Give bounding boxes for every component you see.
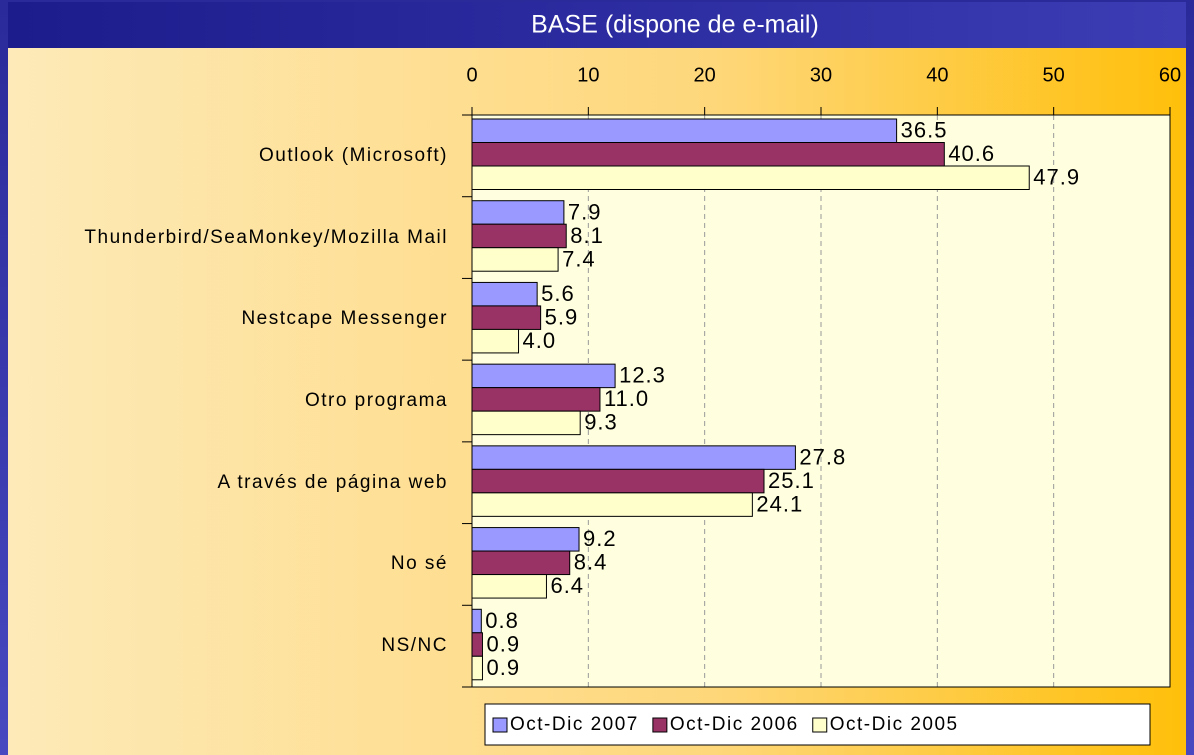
title-bar: [8, 2, 1186, 48]
category-label: Outlook (Microsoft): [259, 144, 448, 166]
legend-swatch: [812, 717, 828, 733]
legend-swatch: [492, 717, 508, 733]
legend-label: Oct-Dic 2005: [830, 714, 959, 735]
value-label: 8.1: [570, 223, 604, 248]
category-label: Thunderbird/SeaMonkey/Mozilla Mail: [84, 226, 448, 248]
value-label: 9.3: [584, 410, 618, 435]
value-label: 5.9: [545, 304, 579, 329]
value-label: 9.2: [583, 526, 617, 551]
bar: [471, 165, 1030, 190]
value-label: 0.9: [486, 655, 520, 680]
category-label: Otro programa: [304, 390, 448, 411]
value-label: 47.9: [1033, 165, 1080, 190]
bar: [471, 608, 482, 634]
value-label: 5.6: [541, 281, 575, 306]
x-tick-label: 10: [577, 64, 599, 86]
bar: [471, 574, 547, 599]
x-tick-label: 60: [1159, 64, 1181, 86]
x-tick-label: 50: [1043, 64, 1065, 86]
bar: [471, 410, 581, 436]
value-label: 7.9: [568, 199, 602, 224]
value-label: 6.4: [550, 573, 584, 598]
category-label: No sé: [390, 553, 448, 575]
category-label: NS/NC: [381, 635, 448, 657]
chart-title: BASE (dispone de e-mail): [531, 11, 819, 39]
legend-label: Oct-Dic 2006: [670, 714, 799, 735]
value-label: 27.8: [799, 444, 846, 469]
value-label: 25.1: [768, 468, 815, 493]
value-label: 36.5: [901, 118, 948, 143]
bar: [471, 492, 753, 517]
bar: [471, 247, 559, 272]
x-tick-label: 30: [810, 64, 832, 86]
bar: [471, 468, 765, 494]
value-label: 24.1: [756, 491, 803, 516]
x-tick-label: 20: [694, 64, 716, 86]
bar: [471, 200, 565, 225]
value-label: 4.0: [523, 328, 557, 353]
bar: [471, 305, 542, 330]
bar: [471, 527, 580, 552]
bar: [471, 632, 483, 657]
category-label: Nestcape Messenger: [241, 308, 448, 330]
category-label: A través de página web: [217, 471, 448, 493]
bar: [471, 281, 538, 307]
bar: [471, 142, 945, 167]
bar: [471, 387, 601, 412]
value-label: 0.8: [485, 608, 519, 633]
bar: [471, 655, 483, 681]
value-label: 40.6: [948, 141, 995, 166]
legend-swatch: [652, 717, 668, 733]
bar: [471, 328, 520, 354]
bar: [471, 118, 898, 143]
bar: [471, 445, 796, 470]
bar: [471, 363, 616, 389]
x-tick-label: 40: [926, 64, 948, 86]
value-label: 11.0: [604, 386, 649, 411]
bar: [471, 550, 571, 576]
value-label: 8.4: [574, 550, 608, 575]
value-label: 0.9: [486, 631, 520, 656]
x-tick-label: 0: [466, 64, 477, 86]
value-label: 12.3: [619, 363, 666, 388]
legend-label: Oct-Dic 2007: [510, 714, 639, 735]
bar: [471, 223, 567, 249]
value-label: 7.4: [562, 246, 596, 271]
